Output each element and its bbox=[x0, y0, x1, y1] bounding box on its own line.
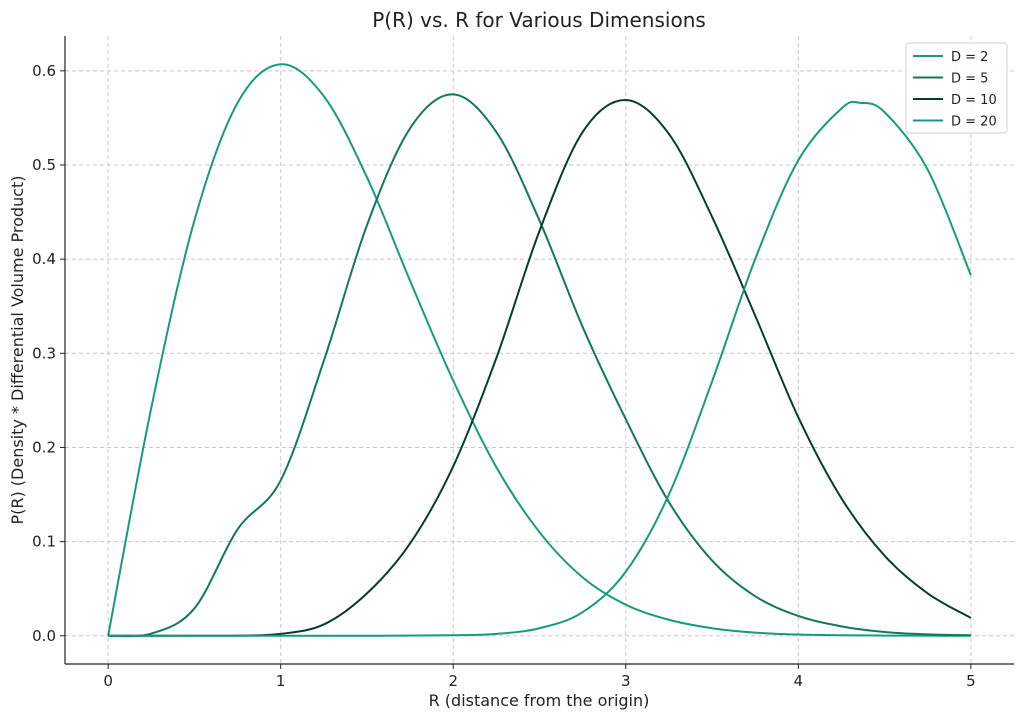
series-line-1 bbox=[107, 63, 971, 637]
legend-label: D = 2 bbox=[951, 50, 988, 65]
series-line-2 bbox=[108, 93, 971, 638]
legend-label: D = 10 bbox=[951, 93, 997, 108]
y-axis-label: P(R) (Density * Differential Volume Prod… bbox=[8, 175, 27, 524]
y-tick-label: 0.4 bbox=[32, 250, 56, 268]
chart-title: P(R) vs. R for Various Dimensions bbox=[372, 8, 706, 32]
y-tick-label: 0.1 bbox=[32, 533, 56, 551]
y-tick-label: 0.2 bbox=[32, 438, 56, 456]
x-tick-label: 2 bbox=[448, 672, 458, 690]
x-axis-label: R (distance from the origin) bbox=[429, 691, 650, 710]
x-tick-label: 3 bbox=[621, 672, 631, 690]
x-tick-label: 4 bbox=[794, 672, 804, 690]
x-tick-label: 5 bbox=[966, 672, 976, 690]
x-tick-label: 1 bbox=[276, 672, 286, 690]
grid-lines bbox=[65, 36, 1014, 664]
legend: D = 2 D = 5 D = 10 D = 20 bbox=[905, 42, 1008, 134]
series-line-3 bbox=[108, 99, 972, 637]
y-tick-label: 0.3 bbox=[32, 344, 56, 362]
series-line-4 bbox=[108, 100, 972, 637]
y-tick-label: 0.5 bbox=[32, 156, 56, 174]
legend-label: D = 20 bbox=[951, 115, 997, 130]
legend-label: D = 5 bbox=[951, 72, 988, 87]
x-tick-label: 0 bbox=[103, 672, 113, 690]
ticks: 0 1 2 3 4 5 0.0 0.1 0.2 0.3 0.4 0.5 0.6 bbox=[32, 62, 975, 690]
y-tick-label: 0.0 bbox=[32, 627, 56, 645]
y-tick-label: 0.6 bbox=[32, 62, 56, 80]
axes bbox=[64, 36, 1014, 665]
legend-box bbox=[905, 42, 1008, 134]
series-lines bbox=[107, 63, 972, 638]
